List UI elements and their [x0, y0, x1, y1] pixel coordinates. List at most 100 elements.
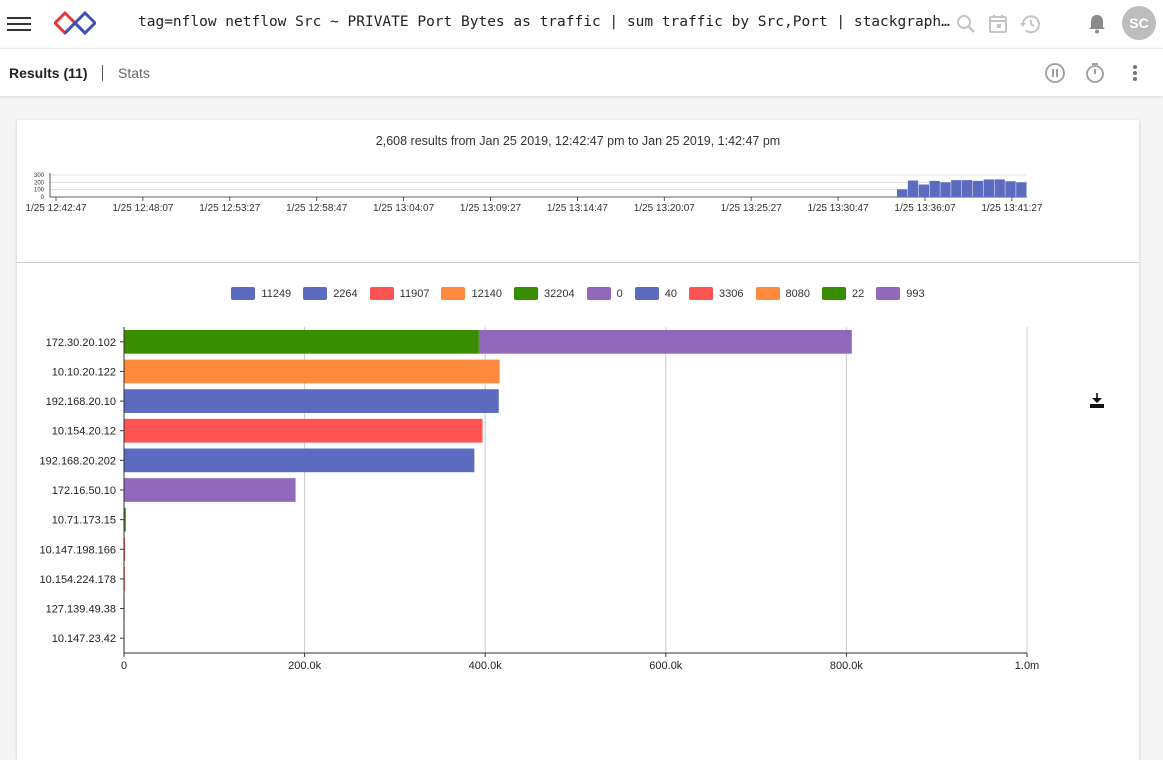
download-icon[interactable] [1088, 392, 1106, 410]
tab-stats[interactable]: Stats [118, 65, 150, 81]
bar-segment[interactable] [124, 329, 479, 354]
legend-label: 0 [616, 287, 623, 300]
overview-bar [1016, 182, 1027, 197]
overview-bar [918, 184, 929, 197]
x-tick-label: 0 [121, 660, 127, 672]
bar-segment[interactable] [124, 418, 483, 443]
legend-swatch [514, 287, 539, 300]
avatar[interactable]: SC [1122, 6, 1156, 40]
x-tick-label: 600.0k [649, 660, 683, 672]
y-tick-label: 10.147.23.42 [52, 633, 116, 645]
overview-x-tick: 1/25 12:58:47 [286, 203, 348, 214]
legend-item[interactable]: 11249 [231, 287, 291, 300]
y-tick-label: 10.147.198.166 [40, 544, 116, 556]
overview-bar [972, 180, 984, 197]
overview-bar [983, 179, 994, 197]
query-input[interactable]: tag=nflow netflow Src ~ PRIVATE Port Byt… [138, 14, 950, 30]
legend-swatch [689, 287, 714, 300]
overview-x-tick: 1/25 12:42:47 [25, 203, 87, 214]
timer-icon[interactable] [1083, 61, 1107, 85]
bar-segment[interactable] [124, 389, 499, 413]
bar-segment[interactable] [124, 478, 296, 502]
bar-segment[interactable] [124, 507, 126, 532]
overview-y-tick: 200 [34, 180, 45, 186]
legend-item[interactable]: 32204 [514, 287, 575, 300]
legend-swatch [369, 287, 394, 300]
legend-swatch [441, 287, 466, 300]
history-icon[interactable] [1018, 12, 1042, 36]
legend-item[interactable]: 3306 [689, 287, 744, 300]
legend-item[interactable]: 0 [586, 287, 623, 300]
legend-swatch [586, 287, 611, 300]
gravwell-logo[interactable] [54, 11, 96, 35]
calendar-icon[interactable] [986, 12, 1010, 36]
bar-segment[interactable] [124, 448, 475, 473]
results-card: 2,608 results from Jan 25 2019, 12:42:47… [17, 120, 1139, 760]
overview-bar [951, 180, 962, 197]
legend-swatch [821, 287, 846, 300]
menu-icon[interactable] [6, 11, 32, 37]
legend-swatch [303, 287, 328, 300]
bar-segment[interactable] [478, 329, 852, 354]
tab-results[interactable]: Results (11) [9, 65, 88, 81]
legend-item[interactable]: 11907 [369, 287, 430, 300]
legend-label: 40 [664, 287, 678, 300]
y-tick-label: 10.154.20.12 [52, 426, 116, 438]
legend-swatch [876, 287, 901, 300]
legend-item[interactable]: 12140 [441, 287, 502, 300]
more-vert-icon[interactable] [1123, 61, 1147, 85]
legend-item[interactable]: 22 [821, 287, 864, 300]
legend-item[interactable]: 8080 [755, 287, 810, 300]
legend-item[interactable]: 993 [876, 287, 925, 300]
tab-divider [102, 65, 103, 81]
legend-label: 8080 [785, 287, 810, 300]
overview-bar [929, 180, 940, 197]
x-tick-label: 1.0m [1015, 660, 1039, 672]
legend-label: 32204 [544, 287, 575, 300]
x-tick-label: 800.0k [830, 660, 864, 672]
legend-label: 11249 [261, 287, 292, 300]
legend-label: 993 [906, 287, 925, 300]
search-icon[interactable] [954, 12, 978, 36]
legend-swatch [634, 287, 659, 300]
legend-label: 2264 [333, 287, 358, 300]
x-tick-label: 400.0k [469, 660, 503, 672]
overview-bar [940, 182, 951, 197]
legend-swatch [231, 287, 256, 300]
y-tick-label: 10.71.173.15 [52, 515, 116, 527]
results-toolbar: Results (11) Stats [0, 48, 1163, 96]
overview-bar [907, 180, 919, 197]
legend-swatch [755, 287, 780, 300]
legend-item[interactable]: 40 [634, 287, 678, 300]
overview-x-tick: 1/25 13:04:07 [373, 203, 435, 214]
legend-label: 11907 [399, 287, 430, 300]
y-tick-label: 172.30.20.102 [46, 337, 116, 349]
bar-segment[interactable] [124, 359, 500, 384]
results-summary: 2,608 results from Jan 25 2019, 12:42:47… [375, 134, 781, 148]
overview-x-tick: 1/25 13:30:47 [808, 203, 870, 214]
y-tick-label: 127.139.49.38 [46, 604, 116, 616]
overview-y-tick: 0 [41, 195, 45, 201]
legend-item[interactable]: 2264 [303, 287, 358, 300]
top-bar: tag=nflow netflow Src ~ PRIVATE Port Byt… [0, 0, 1163, 48]
overview-x-tick: 1/25 13:25:27 [721, 203, 783, 214]
stacked-bar-chart: 0 200.0k 400.0k 600.0k 800.0k 1.0m 172.30.20.1… [40, 327, 1039, 672]
y-tick-label: 192.168.20.202 [40, 455, 116, 467]
overview-x-tick: 1/25 13:14:47 [547, 203, 609, 214]
overview-bar [994, 179, 1005, 197]
bell-icon[interactable] [1085, 12, 1109, 36]
overview-bar [962, 180, 973, 197]
overview-x-tick: 1/25 13:41:27 [981, 203, 1043, 214]
overview-x-tick: 1/25 13:36:07 [894, 203, 956, 214]
overview-x-tick: 1/25 13:20:07 [634, 203, 696, 214]
card-divider [17, 262, 1139, 263]
y-tick-label: 172.16.50.10 [52, 485, 116, 497]
overview-bar [897, 189, 908, 197]
bar-segment[interactable] [124, 537, 126, 562]
overview-y-tick: 300 [34, 173, 45, 179]
pause-icon[interactable] [1043, 61, 1067, 85]
overview-x-tick: 1/25 13:09:27 [460, 203, 522, 214]
legend-label: 3306 [719, 287, 744, 300]
y-tick-label: 192.168.20.10 [46, 396, 116, 408]
